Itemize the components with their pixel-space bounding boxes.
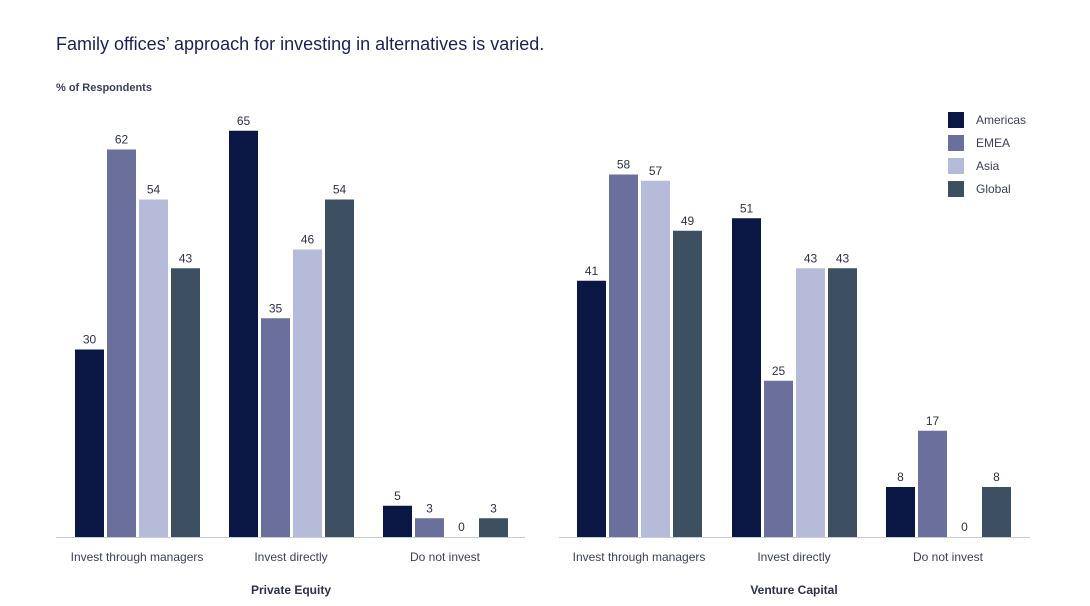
venture-capital-bar-invest-through-managers-global <box>673 230 702 537</box>
private-equity-value-label-invest-through-managers-emea: 62 <box>115 133 129 147</box>
private-equity-value-label-invest-directly-americas: 65 <box>237 114 251 128</box>
private-equity-category-label-invest-through-managers: Invest through managers <box>71 550 204 564</box>
legend-label-emea: EMEA <box>976 135 1011 150</box>
legend-swatch-americas <box>948 111 964 128</box>
legend-label-asia: Asia <box>976 158 1000 173</box>
private-equity-bar-invest-through-managers-asia <box>139 199 168 537</box>
legend-item-emea: EMEA <box>948 131 1026 154</box>
private-equity-bar-invest-directly-emea <box>261 318 290 537</box>
venture-capital-value-label-do-not-invest-americas: 8 <box>897 470 904 484</box>
venture-capital-bar-invest-directly-emea <box>764 380 793 537</box>
private-equity-value-label-invest-through-managers-americas: 30 <box>83 333 97 347</box>
private-equity-value-label-invest-directly-emea: 35 <box>269 301 283 315</box>
private-equity-bar-do-not-invest-emea <box>415 518 444 537</box>
private-equity-category-label-invest-directly: Invest directly <box>254 550 327 564</box>
venture-capital-value-label-invest-directly-emea: 25 <box>772 364 786 378</box>
venture-capital-bar-invest-through-managers-americas <box>577 280 606 537</box>
venture-capital-category-label-invest-through-managers: Invest through managers <box>573 550 706 564</box>
private-equity-value-label-invest-directly-asia: 46 <box>301 233 315 247</box>
venture-capital-value-label-invest-directly-americas: 51 <box>740 201 754 215</box>
private-equity-value-label-do-not-invest-emea: 3 <box>426 501 433 515</box>
y-axis-label: % of Respondents <box>56 82 152 94</box>
venture-capital-category-label-do-not-invest: Do not invest <box>913 550 984 564</box>
legend-label-global: Global <box>976 181 1011 196</box>
venture-capital-bar-invest-directly-americas <box>732 218 761 537</box>
private-equity-bar-do-not-invest-americas <box>383 505 412 537</box>
legend: Americas EMEA Asia Global <box>948 108 1026 200</box>
legend-item-global: Global <box>948 177 1026 200</box>
private-equity-value-label-invest-through-managers-global: 43 <box>179 251 193 265</box>
legend-swatch-emea <box>948 134 964 151</box>
private-equity-panel-title: Private Equity <box>251 583 331 597</box>
venture-capital-value-label-invest-through-managers-asia: 57 <box>649 164 663 178</box>
venture-capital-bar-invest-directly-global <box>828 268 857 537</box>
venture-capital-bar-invest-through-managers-emea <box>609 174 638 537</box>
venture-capital-value-label-do-not-invest-asia: 0 <box>961 520 968 534</box>
venture-capital-bar-do-not-invest-americas <box>886 487 915 537</box>
legend-swatch-global <box>948 180 964 197</box>
venture-capital-panel-title: Venture Capital <box>750 583 837 597</box>
venture-capital-category-label-invest-directly: Invest directly <box>757 550 830 564</box>
venture-capital-bar-do-not-invest-global <box>982 487 1011 537</box>
venture-capital-value-label-do-not-invest-emea: 17 <box>926 414 940 428</box>
private-equity-value-label-invest-directly-global: 54 <box>333 183 347 197</box>
venture-capital-bar-do-not-invest-emea <box>918 430 947 537</box>
chart-headline: Family offices’ approach for investing i… <box>56 34 545 54</box>
private-equity-bar-invest-through-managers-global <box>171 268 200 537</box>
private-equity-bar-invest-directly-asia <box>293 249 322 537</box>
venture-capital-value-label-do-not-invest-global: 8 <box>993 470 1000 484</box>
private-equity-value-label-do-not-invest-global: 3 <box>490 501 497 515</box>
private-equity-bar-invest-through-managers-emea <box>107 149 136 537</box>
private-equity-bar-invest-through-managers-americas <box>75 349 104 537</box>
venture-capital-value-label-invest-through-managers-americas: 41 <box>585 264 599 278</box>
private-equity-value-label-do-not-invest-asia: 0 <box>458 520 465 534</box>
legend-swatch-asia <box>948 157 964 174</box>
private-equity-value-label-invest-through-managers-asia: 54 <box>147 183 161 197</box>
venture-capital-bar-invest-directly-asia <box>796 268 825 537</box>
venture-capital-value-label-invest-through-managers-emea: 58 <box>617 158 631 172</box>
legend-item-americas: Americas <box>948 108 1026 131</box>
private-equity-bar-invest-directly-americas <box>229 130 258 537</box>
private-equity-bar-invest-directly-global <box>325 199 354 537</box>
private-equity-category-label-do-not-invest: Do not invest <box>410 550 481 564</box>
legend-item-asia: Asia <box>948 154 1026 177</box>
venture-capital-bar-invest-through-managers-asia <box>641 180 670 537</box>
venture-capital-value-label-invest-directly-global: 43 <box>836 251 850 265</box>
private-equity-bar-do-not-invest-global <box>479 518 508 537</box>
venture-capital-value-label-invest-through-managers-global: 49 <box>681 214 695 228</box>
private-equity-value-label-do-not-invest-americas: 5 <box>394 489 401 503</box>
venture-capital-value-label-invest-directly-asia: 43 <box>804 251 818 265</box>
legend-label-americas: Americas <box>976 112 1027 127</box>
